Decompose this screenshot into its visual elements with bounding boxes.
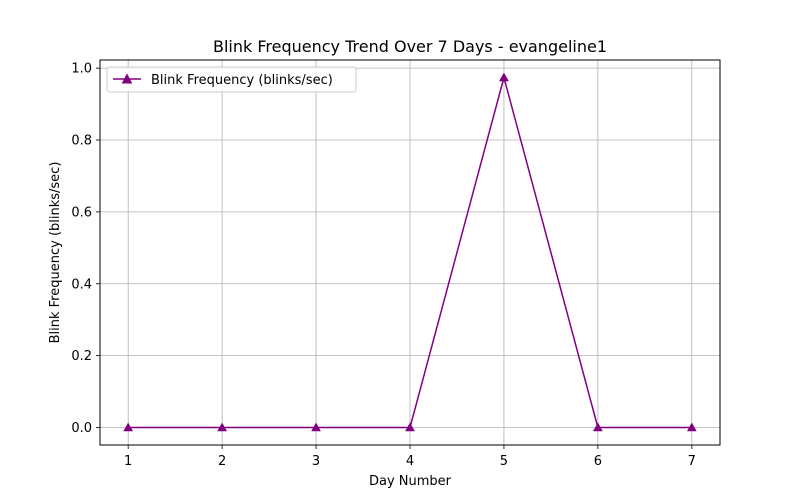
- x-tick-label: 6: [594, 454, 602, 469]
- x-tick-label: 5: [500, 454, 508, 469]
- data-point-marker: [311, 422, 321, 432]
- y-tick-label: 0.2: [71, 349, 92, 364]
- legend-marker-triangle: [121, 73, 133, 84]
- legend: Blink Frequency (blinks/sec): [106, 66, 357, 93]
- x-tick-label: 7: [688, 454, 696, 469]
- x-tick-label: 3: [312, 454, 320, 469]
- x-tick-label: 4: [406, 454, 414, 469]
- data-point-marker: [405, 422, 415, 432]
- y-axis-ticks: 0.0 0.2 0.4 0.6 0.8 1.0: [71, 62, 100, 436]
- chart-title: Blink Frequency Trend Over 7 Days - evan…: [213, 37, 607, 56]
- y-tick-label: 1.0: [71, 62, 92, 77]
- data-point-marker: [686, 422, 697, 432]
- data-point-marker: [499, 72, 509, 82]
- x-tick-label: 1: [124, 454, 132, 469]
- data-point-marker: [217, 422, 228, 432]
- legend-label: Blink Frequency (blinks/sec): [151, 73, 333, 88]
- x-axis-ticks: 1 2 3 4 5 6 7: [124, 445, 696, 469]
- y-tick-label: 0.6: [71, 205, 92, 220]
- y-tick-label: 0.0: [71, 421, 92, 436]
- data-point-marker: [592, 422, 603, 432]
- series-layer: [123, 72, 697, 432]
- y-tick-label: 0.8: [71, 134, 92, 149]
- y-tick-label: 0.4: [71, 277, 92, 292]
- data-point-marker: [123, 422, 134, 432]
- x-axis-label: Day Number: [369, 474, 452, 489]
- y-axis-label: Blink Frequency (blinks/sec): [48, 162, 63, 344]
- legend-box: [106, 66, 357, 93]
- x-tick-label: 2: [218, 454, 226, 469]
